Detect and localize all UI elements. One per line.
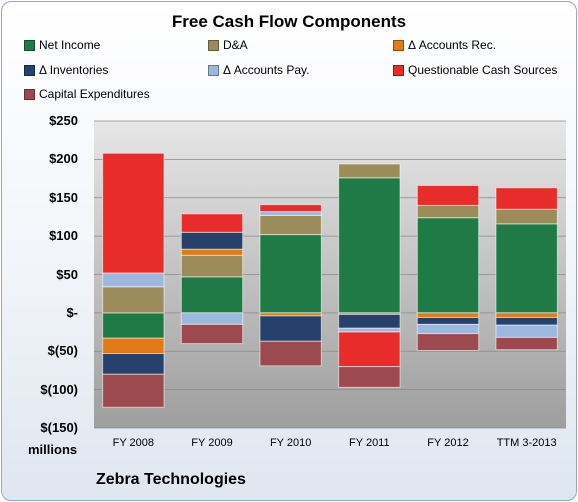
y-tick-label: $150 — [49, 189, 78, 205]
y-tick-label: $- — [66, 304, 78, 320]
bar-questionable-cash-sources-fy-2010 — [259, 204, 322, 213]
legend-swatch — [24, 88, 35, 100]
bar-net-income-ttm-3-2013 — [495, 223, 558, 314]
x-tick-label: FY 2011 — [349, 437, 390, 449]
legend-item-delta-accounts-rec: Δ Accounts Rec. — [393, 38, 496, 52]
bar-questionable-cash-sources-fy-2008 — [102, 152, 165, 274]
y-tick-label: $(50) — [47, 343, 78, 359]
bar-delta-accounts-pay-fy-2011 — [338, 327, 401, 333]
bar-delta-accounts-rec-fy-2008 — [102, 337, 165, 355]
bar-danda-fy-2008 — [102, 286, 165, 314]
bar-capital-expenditures-fy-2011 — [338, 366, 401, 388]
bar-delta-accounts-pay-fy-2008 — [102, 272, 165, 288]
company-label: Zebra Technologies — [96, 471, 246, 488]
legend-swatch — [393, 39, 404, 51]
bar-danda-ttm-3-2013 — [495, 208, 558, 225]
bar-questionable-cash-sources-fy-2009 — [180, 213, 244, 233]
legend-swatch — [24, 39, 35, 51]
x-tick-label: FY 2012 — [427, 437, 469, 449]
legend-item-net-income: Net Income — [24, 38, 100, 52]
x-tick-label: TTM 3-2013 — [496, 437, 557, 449]
gridlines — [94, 120, 566, 429]
legend-item-danda: D&A — [208, 38, 248, 52]
bar-net-income-fy-2010 — [259, 234, 322, 314]
legend-label: Δ Accounts Rec. — [408, 38, 497, 52]
legend-label: Capital Expenditures — [39, 87, 150, 101]
bar-delta-accounts-rec-ttm-3-2013 — [495, 312, 558, 318]
legend-label: Δ Inventories — [39, 63, 109, 77]
units-label: millions — [28, 442, 78, 457]
bar-questionable-cash-sources-fy-2011 — [338, 331, 401, 368]
bar-delta-inventories-fy-2010 — [259, 315, 322, 342]
legend-swatch — [393, 64, 404, 76]
legend-item-delta-accounts-pay: Δ Accounts Pay. — [208, 63, 310, 77]
y-tick-label: $50 — [56, 266, 78, 282]
legend-label: Questionable Cash Sources — [408, 63, 558, 77]
legend-item-questionable-cash-sources: Questionable Cash Sources — [393, 63, 557, 77]
bar-delta-inventories-fy-2009 — [180, 231, 244, 250]
y-tick-label: $200 — [49, 151, 78, 167]
x-tick-label: FY 2008 — [112, 437, 155, 449]
y-tick-label: $(150) — [40, 420, 78, 435]
bar-capital-expenditures-ttm-3-2013 — [495, 336, 558, 351]
bar-delta-accounts-pay-fy-2012 — [416, 323, 480, 335]
legend-item-delta-inventories: Δ Inventories — [24, 63, 108, 77]
bar-danda-fy-2012 — [416, 204, 480, 219]
legend-label: Δ Accounts Pay. — [223, 63, 310, 77]
bar-danda-fy-2010 — [259, 214, 322, 236]
bar-delta-inventories-fy-2011 — [338, 313, 401, 329]
y-axis-labels: $250 $200 $150 $100 $50 $- $(50) $(100) $(150) — [0, 0, 78, 502]
bar-capital-expenditures-fy-2008 — [102, 373, 165, 408]
legend-label: D&A — [223, 38, 248, 52]
bar-danda-fy-2011 — [338, 163, 401, 179]
bar-net-income-fy-2011 — [338, 177, 401, 314]
y-tick-label: $250 — [49, 113, 78, 128]
x-tick-label: FY 2010 — [269, 437, 312, 449]
bar-danda-fy-2009 — [180, 254, 244, 278]
y-tick-label: $(100) — [40, 381, 78, 397]
x-tick-label: FY 2009 — [191, 437, 233, 449]
bar-delta-inventories-fy-2008 — [102, 353, 165, 375]
bar-capital-expenditures-fy-2009 — [180, 323, 244, 345]
bar-capital-expenditures-fy-2010 — [259, 340, 322, 367]
bar-delta-inventories-fy-2012 — [416, 316, 480, 325]
bars-group — [102, 152, 558, 408]
bar-delta-inventories-ttm-3-2013 — [495, 316, 558, 326]
y-tick-label: $100 — [49, 228, 78, 244]
legend-swatch — [208, 39, 219, 51]
bar-delta-accounts-rec-fy-2012 — [416, 312, 480, 318]
legend-swatch — [208, 64, 219, 76]
bar-delta-accounts-pay-ttm-3-2013 — [495, 324, 558, 338]
bar-capital-expenditures-fy-2012 — [416, 333, 480, 351]
bar-net-income-fy-2012 — [416, 217, 480, 314]
bar-delta-accounts-rec-fy-2009 — [180, 248, 244, 256]
bar-net-income-fy-2008 — [102, 312, 165, 339]
chart-title: Free Cash Flow Components — [171, 12, 407, 31]
bar-questionable-cash-sources-fy-2012 — [416, 184, 480, 206]
bar-net-income-fy-2009 — [180, 276, 244, 314]
bar-questionable-cash-sources-ttm-3-2013 — [495, 187, 558, 210]
bar-delta-accounts-pay-fy-2010 — [259, 211, 322, 216]
legend-swatch — [24, 64, 35, 76]
bar-delta-accounts-pay-fy-2009 — [180, 312, 244, 325]
legend-label: Net Income — [39, 38, 101, 52]
legend-item-capital-expenditures: Capital Expenditures — [24, 87, 150, 101]
